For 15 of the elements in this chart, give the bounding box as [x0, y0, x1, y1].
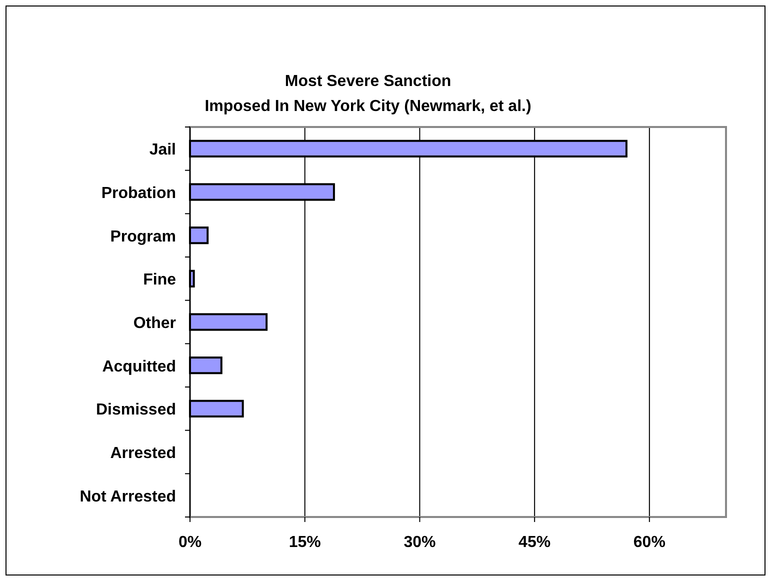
y-tick-label: Other — [133, 315, 176, 332]
y-tick-label: Program — [110, 228, 176, 246]
x-tick-label: 30% — [404, 534, 436, 551]
y-tick-label: Acquitted — [102, 358, 176, 376]
y-tick-label: Dismissed — [96, 402, 176, 419]
y-tick-label: Not Arrested — [80, 488, 176, 506]
x-tick-label: 15% — [288, 534, 321, 551]
x-tick-label: 45% — [518, 534, 551, 551]
y-tick-label: Jail — [149, 142, 176, 159]
y-tick-label: Probation — [101, 185, 176, 202]
y-tick-label: Arrested — [110, 445, 176, 462]
x-tick-label: 0% — [178, 534, 202, 551]
x-tick-label: 60% — [633, 534, 666, 551]
chart-title: Most Severe Sanction Imposed In New York City (Newmark, et al.) — [204, 73, 532, 115]
y-tick-label: Fine — [143, 272, 176, 289]
